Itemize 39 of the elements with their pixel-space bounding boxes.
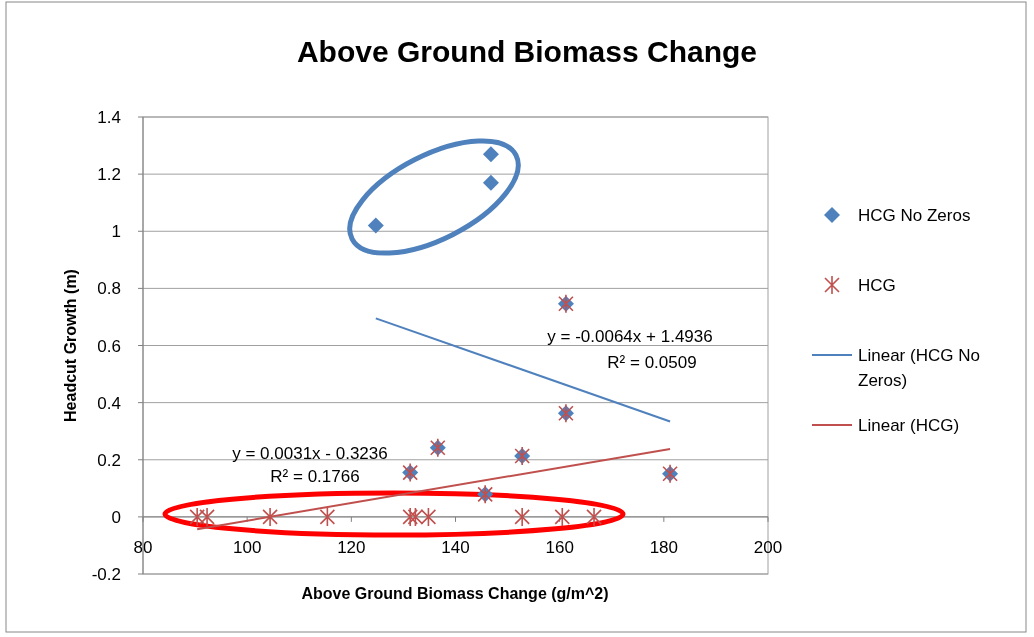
x-tick-label: 140 (441, 537, 470, 557)
x-tick-label: 80 (133, 537, 153, 557)
x-tick-label: 100 (232, 537, 262, 557)
x-tick-label: 200 (753, 537, 783, 557)
point (514, 507, 530, 527)
point (482, 146, 499, 163)
y-tick-label: 0 (111, 507, 121, 527)
point (554, 507, 571, 527)
y-tick-label: 0.4 (97, 393, 121, 413)
point (367, 217, 384, 234)
annotation: y = 0.0031x - 0.3236 (232, 444, 388, 463)
x-tick-label: 160 (545, 537, 574, 557)
x-axis-title: Above Ground Biomass Change (g/m^2) (301, 585, 609, 602)
y-tick-label: -0.2 (91, 565, 121, 584)
legend-label: Linear (HCG No Zeros) (858, 346, 980, 390)
legend-label: HCG No Zeros (858, 206, 971, 225)
y-tick-label: 1.4 (97, 108, 121, 127)
y-tick-label: 1.2 (97, 165, 121, 185)
y-tick-label: 0.8 (97, 279, 121, 299)
y-axis-title: Headcut Growth (m) (62, 269, 79, 422)
x-tick-label: 120 (337, 537, 366, 557)
y-tick-label: 1 (111, 222, 121, 242)
point (199, 507, 215, 527)
annotation: R² = 0.1766 (270, 467, 360, 486)
chart-title: Above Ground Biomass Change (296, 35, 758, 68)
annotation: R² = 0.0509 (607, 353, 697, 372)
legend-label: HCG (858, 276, 896, 295)
legend-label: Linear (HCG) (858, 416, 960, 435)
point (319, 507, 336, 527)
point (407, 507, 424, 527)
point (262, 507, 278, 527)
x-tick-label: 180 (649, 537, 679, 557)
point (420, 507, 437, 527)
point (586, 507, 602, 527)
y-tick-label: 0.6 (97, 336, 121, 356)
point (482, 174, 499, 191)
annotation: y = -0.0064x + 1.4936 (547, 327, 713, 346)
point (402, 507, 418, 527)
y-tick-label: 0.2 (97, 450, 121, 470)
